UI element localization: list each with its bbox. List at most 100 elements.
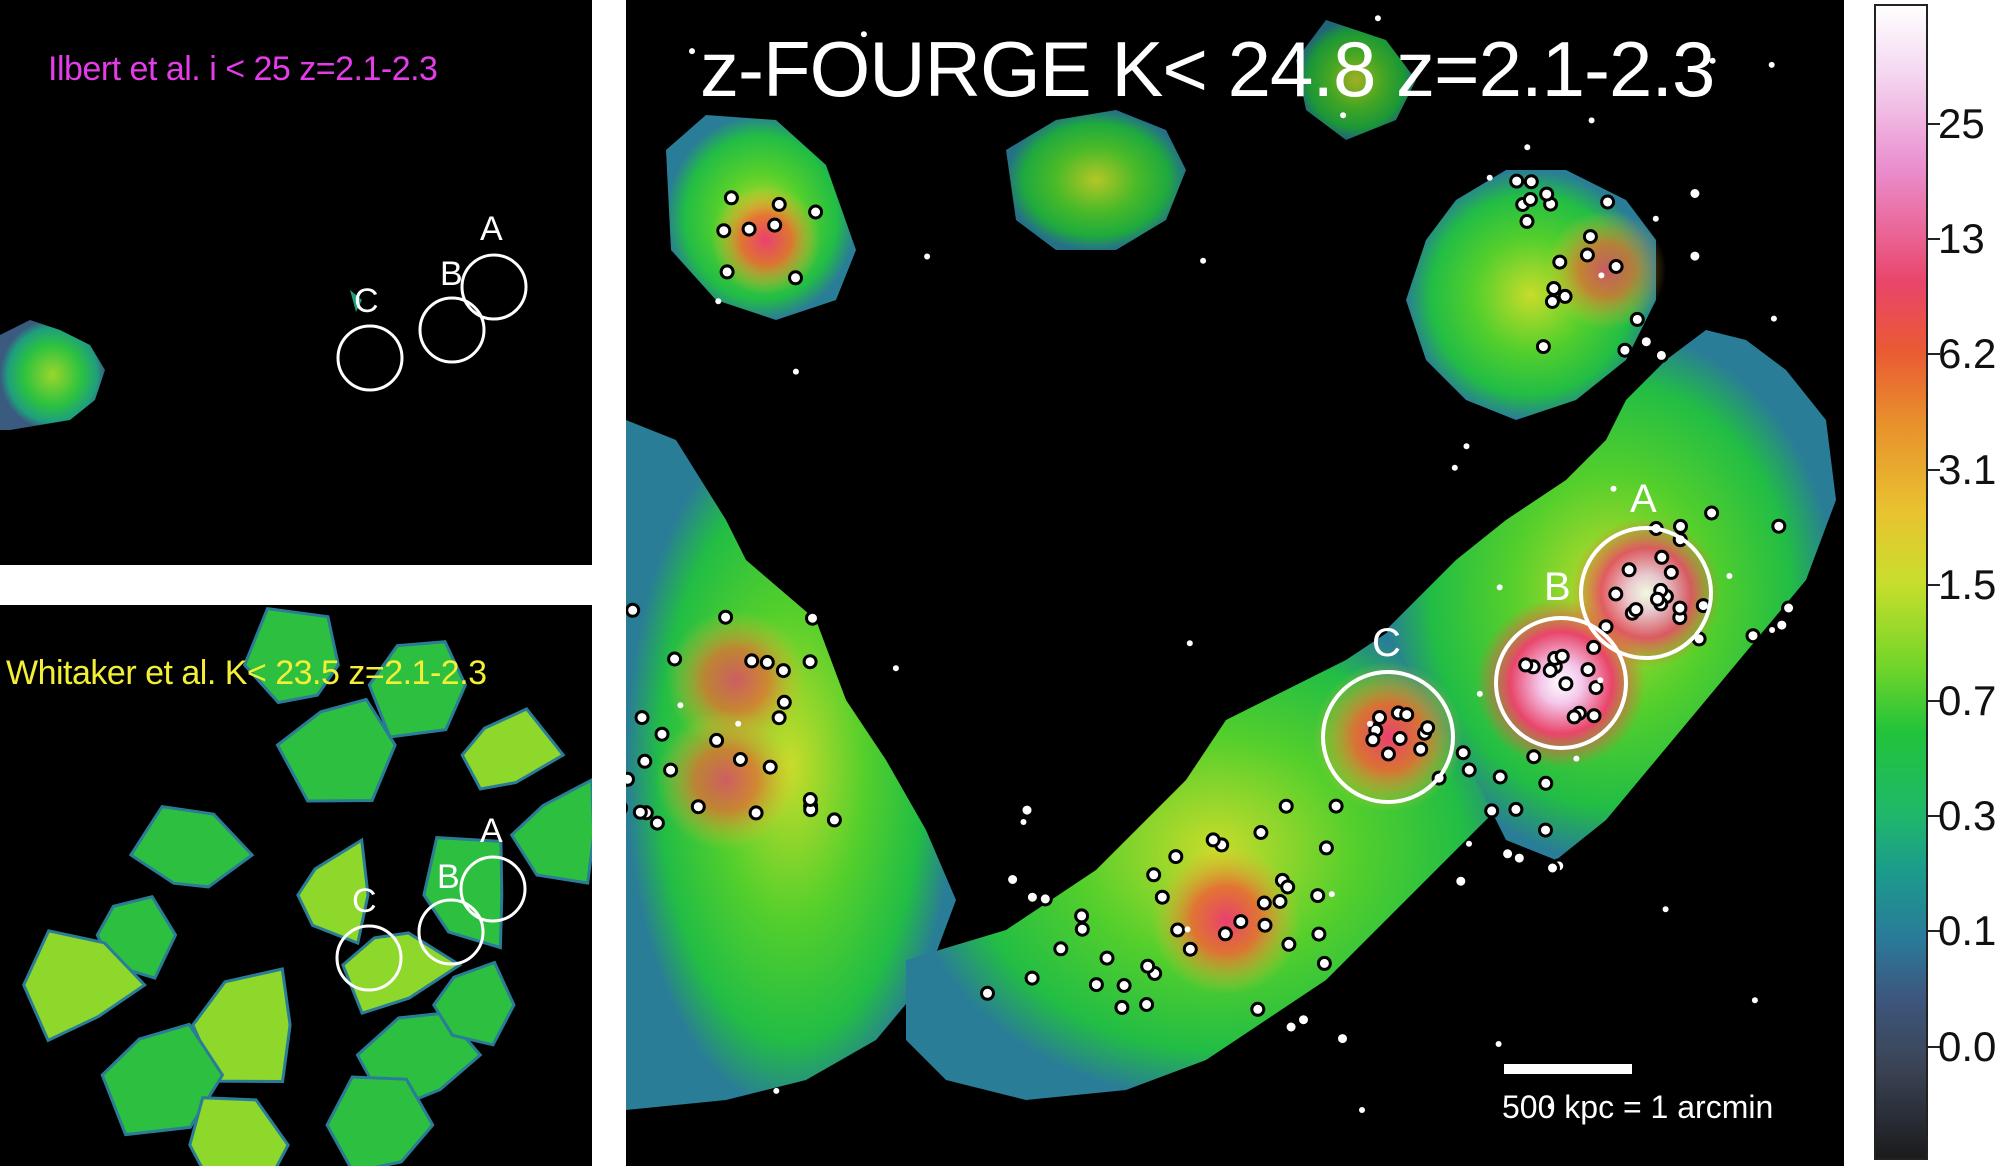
galaxy-marker xyxy=(1566,709,1582,725)
scale-bar xyxy=(1504,1064,1632,1074)
galaxy-marker xyxy=(808,204,824,220)
colorbar-tick xyxy=(1928,815,1940,817)
galaxy-marker xyxy=(626,771,635,787)
galaxy-marker xyxy=(649,815,665,831)
galaxy-marker xyxy=(1508,801,1524,817)
galaxy-marker xyxy=(1088,977,1104,993)
galaxy-marker xyxy=(1278,798,1294,814)
galaxy-marker xyxy=(771,710,787,726)
galaxy-marker-faint xyxy=(735,720,742,727)
ilbert-blob xyxy=(0,320,105,430)
galaxy-marker-faint xyxy=(773,1087,780,1094)
galaxy-marker-faint xyxy=(860,31,867,38)
galaxy-marker xyxy=(690,799,706,815)
whitaker-blob xyxy=(509,778,592,885)
galaxy-marker xyxy=(1745,628,1761,644)
zfourge-circle-a xyxy=(1579,526,1713,660)
galaxy-marker xyxy=(1217,926,1233,942)
galaxy-marker xyxy=(1545,860,1560,876)
galaxy-marker xyxy=(1037,891,1053,907)
galaxy-marker xyxy=(1074,908,1090,924)
galaxy-marker xyxy=(1621,562,1637,578)
whitaker-blob xyxy=(100,1022,225,1137)
galaxy-marker xyxy=(1019,802,1035,818)
galaxy-marker xyxy=(667,651,683,667)
galaxy-marker xyxy=(744,653,760,669)
colorbar-label-6-2: 6.2 xyxy=(1938,330,1997,377)
colorbar-tick xyxy=(1928,238,1940,240)
galaxy-marker-faint xyxy=(1770,315,1777,322)
galaxy-marker xyxy=(663,762,679,778)
ilbert-panel: A B C xyxy=(0,0,592,565)
galaxy-marker xyxy=(1484,803,1500,819)
galaxy-marker xyxy=(1538,822,1553,838)
colorbar-label-13: 13 xyxy=(1938,215,1985,262)
galaxy-marker xyxy=(1538,775,1554,791)
zfourge-label-a: A xyxy=(1630,477,1657,521)
whitaker-circle-c xyxy=(335,924,403,992)
whitaker-blobs xyxy=(22,607,592,1166)
galaxy-marker-faint xyxy=(1463,443,1470,450)
galaxy-marker xyxy=(1638,334,1654,350)
galaxy-marker xyxy=(654,726,670,742)
galaxy-marker-faint xyxy=(1597,677,1604,684)
galaxy-marker xyxy=(802,792,818,807)
hotspot-left-2 xyxy=(656,710,796,850)
galaxy-marker xyxy=(1546,281,1562,296)
galaxy-marker xyxy=(1500,846,1516,862)
galaxy-marker xyxy=(1250,1001,1266,1017)
galaxy-marker-faint xyxy=(1726,573,1733,579)
galaxy-marker xyxy=(802,654,818,670)
galaxy-marker-faint xyxy=(1451,464,1458,471)
zfourge-circle-b xyxy=(1494,616,1628,750)
galaxy-marker-faint xyxy=(1598,272,1605,279)
galaxy-marker-faint xyxy=(1359,1107,1365,1113)
galaxy-marker xyxy=(1024,970,1040,986)
galaxy-marker xyxy=(826,812,842,828)
galaxy-marker xyxy=(1509,173,1525,189)
colorbar-tick xyxy=(1928,469,1940,471)
galaxy-marker xyxy=(1328,798,1344,814)
whitaker-blob xyxy=(341,931,463,1016)
colorbar-tick xyxy=(1928,123,1940,125)
galaxy-marker xyxy=(716,223,732,239)
galaxy-marker-faint xyxy=(1476,690,1483,697)
galaxy-marker xyxy=(775,663,791,679)
galaxy-marker xyxy=(1318,840,1334,856)
galaxy-marker xyxy=(1617,342,1633,358)
galaxy-marker xyxy=(1283,1019,1299,1035)
galaxy-marker-faint xyxy=(1374,15,1381,22)
galaxy-marker xyxy=(1511,850,1527,866)
galaxy-marker xyxy=(1544,294,1560,309)
galaxy-marker xyxy=(1170,922,1186,938)
galaxy-marker xyxy=(1413,741,1429,757)
galaxy-marker xyxy=(1650,591,1665,607)
galaxy-marker xyxy=(637,753,653,769)
galaxy-marker xyxy=(1365,732,1381,748)
whitaker-panel-title: Whitaker et al. K< 23.5 z=2.1-2.3 xyxy=(6,654,487,692)
galaxy-marker-faint xyxy=(1466,840,1472,847)
region-top-center xyxy=(1296,20,1416,140)
galaxy-marker-faint xyxy=(1547,1103,1554,1110)
zfourge-panel: A B C 500 kpc = 1 arcmin xyxy=(626,0,1844,1166)
galaxy-marker xyxy=(1024,889,1040,905)
whitaker-blob xyxy=(422,836,504,950)
galaxy-marker xyxy=(1280,879,1296,895)
galaxy-marker xyxy=(1526,749,1542,765)
colorbar-label-0-7: 0.7 xyxy=(1938,677,1997,724)
galaxy-marker xyxy=(1154,889,1170,905)
whitaker-label-a: A xyxy=(480,812,503,850)
galaxy-marker xyxy=(1310,888,1326,904)
galaxy-marker xyxy=(626,802,629,814)
ilbert-circle-c xyxy=(336,324,404,392)
whitaker-blob xyxy=(191,967,292,1084)
galaxy-marker xyxy=(1687,248,1703,264)
galaxy-marker xyxy=(1455,745,1471,761)
region-top xyxy=(1006,110,1186,250)
galaxy-marker xyxy=(1586,639,1602,655)
galaxy-marker xyxy=(1372,710,1387,725)
galaxy-marker xyxy=(1492,769,1508,785)
whitaker-circle-b xyxy=(417,898,485,966)
galaxy-marker-faint xyxy=(1524,144,1531,151)
galaxy-marker xyxy=(1053,941,1069,957)
